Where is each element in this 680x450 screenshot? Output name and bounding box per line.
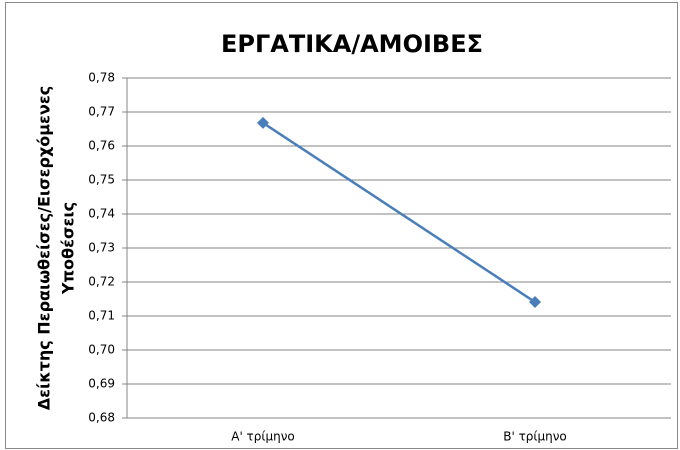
chart-title: ΕΡΓΑΤΙΚΑ/ΑΜΟΙΒΕΣ: [221, 30, 483, 58]
y-tick-label: 0,75: [88, 173, 115, 187]
y-tick-label: 0,74: [88, 207, 115, 221]
y-tick-label: 0,72: [88, 275, 115, 289]
y-tick-label: 0,76: [88, 139, 115, 153]
y-tick-label: 0,70: [88, 343, 115, 357]
data-point: [257, 116, 269, 129]
y-tick-label: 0,73: [88, 241, 115, 255]
data-point: [529, 296, 541, 309]
y-axis-label-line: Υποθέσεις: [59, 202, 78, 295]
y-axis-label: Δείκτης Περαιωθείσες/Εισερχόμενες Υποθέσ…: [35, 86, 78, 411]
series-line: [262, 121, 536, 304]
y-tick-label: 0,77: [88, 105, 115, 119]
x-tick-label: Α' τρίμηνο: [231, 430, 295, 444]
y-tick-label: 0,71: [88, 309, 115, 323]
y-tick-label: 0,68: [88, 411, 115, 425]
y-tick-label: 0,78: [88, 71, 115, 85]
chart-frame: [5, 2, 678, 449]
y-axis-label-line: Δείκτης Περαιωθείσες/Εισερχόμενες: [35, 86, 54, 411]
x-tick-label: Β' τρίμηνο: [503, 430, 567, 444]
y-tick-label: 0,69: [88, 377, 115, 391]
